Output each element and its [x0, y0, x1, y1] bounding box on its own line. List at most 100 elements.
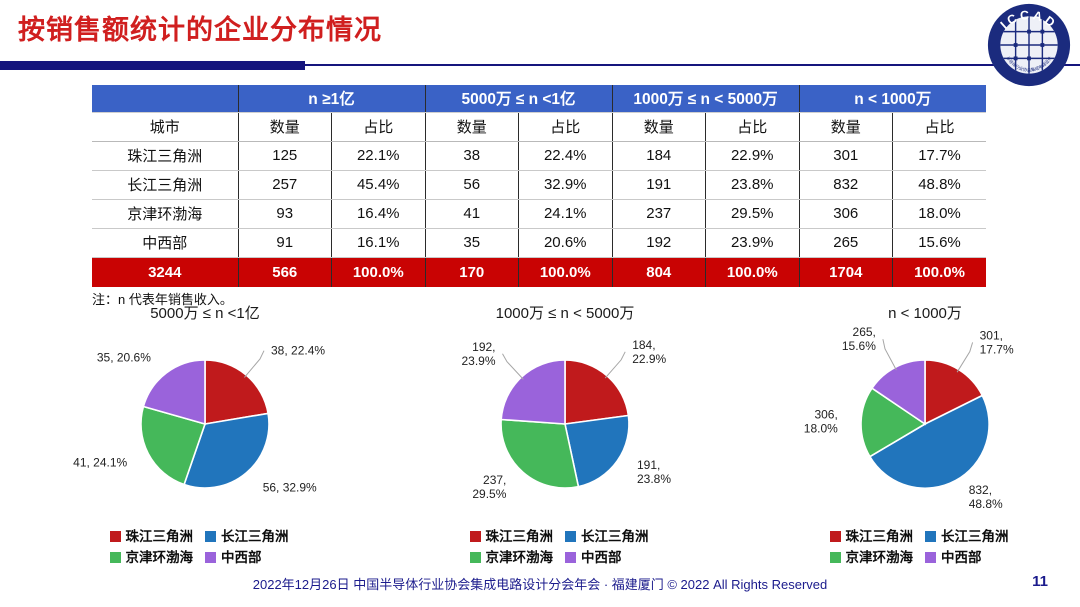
pie-label: 191, 23.8% — [637, 458, 671, 486]
legend-label: 长江三角洲 — [581, 529, 649, 544]
value-cell: 32.9% — [518, 170, 613, 200]
pie-label: 237, 29.5% — [472, 473, 506, 501]
pie-slice-0 — [564, 359, 630, 425]
total-cell: 100.0% — [705, 257, 800, 287]
pie-label: 38, 22.4% — [271, 344, 325, 358]
subheader-ratio: 占比 — [518, 112, 613, 142]
table-row: 中西部 91 16.1% 35 20.6% 192 23.9% 265 15.6% — [92, 228, 986, 258]
value-cell: 301 — [799, 141, 893, 171]
legend-item: 长江三角洲 — [925, 529, 1009, 544]
value-cell: 832 — [799, 170, 893, 200]
city-cell: 长江三角洲 — [92, 170, 239, 200]
legend-item: 中西部 — [925, 550, 982, 565]
value-cell: 22.4% — [518, 141, 613, 171]
pie-slice-3 — [142, 359, 206, 426]
legend-row: 京津环渤海 中西部 — [469, 547, 661, 568]
city-cell: 京津环渤海 — [92, 199, 239, 229]
legend-label: 京津环渤海 — [485, 550, 554, 565]
value-cell: 48.8% — [892, 170, 986, 200]
pie-label: 301, 17.7% — [980, 328, 1014, 356]
pie-label: 265, 15.6% — [842, 325, 876, 353]
chart-legend: 珠江三角洲 长江三角洲京津环渤海 中西部 — [745, 526, 1080, 568]
legend-row: 京津环渤海 中西部 — [829, 547, 1021, 568]
subheader-count: 数量 — [425, 112, 519, 142]
value-cell: 41 — [425, 199, 519, 229]
chart-title: 1000万 ≤ n < 5000万 — [495, 305, 635, 322]
legend-row: 京津环渤海 中西部 — [109, 547, 301, 568]
corner-cell — [92, 85, 239, 113]
legend-label: 珠江三角洲 — [485, 529, 554, 544]
pie-label: 192, 23.9% — [461, 340, 495, 368]
value-cell: 23.9% — [705, 228, 800, 258]
page-number: 11 — [1032, 573, 1048, 590]
col-group-header: n ≥1亿 — [238, 85, 426, 113]
label-leader-line — [882, 339, 897, 371]
subheader-ratio: 占比 — [892, 112, 986, 142]
value-cell: 192 — [612, 228, 706, 258]
value-cell: 23.8% — [705, 170, 800, 200]
subheader-ratio: 占比 — [705, 112, 800, 142]
table-row: 长江三角洲 257 45.4% 56 32.9% 191 23.8% 832 48.8% — [92, 170, 986, 200]
label-leader-line — [244, 350, 265, 378]
total-cell: 804 — [612, 257, 706, 287]
total-cell: 100.0% — [518, 257, 613, 287]
value-cell: 93 — [238, 199, 332, 229]
pie-chart: 301, 17.7% 832, 48.8% 306, 18.0% 265, 15.6% — [804, 325, 1014, 511]
pie-slice-1 — [183, 412, 270, 489]
legend-swatch — [469, 531, 481, 542]
pie-slice-2 — [500, 418, 580, 489]
legend-label: 长江三角洲 — [941, 529, 1009, 544]
pie-label: 832, 48.8% — [969, 483, 1003, 511]
pie-block-5000w-1yi: 5000万 ≤ n <1亿 38, 22.4% 56, 32.9% 41, 24.1… — [25, 304, 385, 568]
total-cell: 566 — [238, 257, 332, 287]
pie-chart: 38, 22.4% 56, 32.9% 41, 24.1% 35, 20.6% — [73, 344, 325, 495]
legend-swatch — [925, 531, 936, 542]
legend-label: 长江三角洲 — [221, 529, 289, 544]
value-cell: 35 — [425, 228, 519, 258]
pie-block-under-1000w: n < 1000万 301, 17.7% 832, 48.8% 306, 18.0% 265… — [745, 304, 1080, 568]
col-group-header: 1000万 ≤ n < 5000万 — [612, 85, 800, 113]
pie-label: 35, 20.6% — [97, 351, 151, 365]
legend-swatch — [925, 552, 936, 563]
chart-legend: 珠江三角洲 长江三角洲京津环渤海 中西部 — [385, 526, 745, 568]
legend-swatch — [109, 552, 121, 563]
legend-swatch — [469, 552, 481, 563]
title-underline-thin — [305, 64, 1080, 66]
pie-label: 56, 32.9% — [263, 481, 317, 495]
total-cell: 170 — [425, 257, 519, 287]
legend-item: 长江三角洲 — [565, 529, 649, 544]
legend-item: 中西部 — [565, 550, 622, 565]
footer-text: 2022年12月26日 中国半导体行业协会集成电路设计分会年会 · 福建厦门 ©… — [252, 577, 828, 592]
legend-label: 中西部 — [941, 550, 982, 565]
pie-slice-1 — [564, 414, 630, 488]
value-cell: 22.9% — [705, 141, 800, 171]
pie-label: 184, 22.9% — [632, 338, 666, 366]
legend-item: 珠江三角洲 — [469, 529, 554, 544]
value-cell: 306 — [799, 199, 893, 229]
total-cell: 100.0% — [331, 257, 426, 287]
city-cell: 珠江三角洲 — [92, 141, 239, 171]
value-cell: 237 — [612, 199, 706, 229]
legend-item: 珠江三角洲 — [109, 529, 193, 544]
legend-item: 长江三角洲 — [205, 529, 289, 544]
value-cell: 45.4% — [331, 170, 426, 200]
legend-label: 珠江三角洲 — [845, 529, 914, 544]
table-row: 珠江三角洲 125 22.1% 38 22.4% 184 22.9% 301 17.7% — [92, 141, 986, 171]
total-cell: 100.0% — [892, 257, 986, 287]
pie-label: 41, 24.1% — [73, 456, 127, 470]
subheader-count: 数量 — [612, 112, 706, 142]
value-cell: 29.5% — [705, 199, 800, 229]
legend-swatch — [565, 531, 576, 542]
legend-row: 珠江三角洲 长江三角洲 — [469, 526, 661, 547]
table-total-row: 3244 566 100.0% 170 100.0% 804 100.0% 1704 100.… — [92, 257, 986, 287]
legend-row: 珠江三角洲 长江三角洲 — [109, 526, 301, 547]
chart-title: n < 1000万 — [888, 305, 962, 322]
legend-swatch — [829, 531, 841, 542]
legend-swatch — [109, 531, 121, 542]
pie-chart: 184, 22.9% 191, 23.8% 237, 29.5% 192, 23.9% — [461, 338, 671, 501]
value-cell: 16.4% — [331, 199, 426, 229]
value-cell: 18.0% — [892, 199, 986, 229]
subheader-count: 数量 — [238, 112, 332, 142]
table-subheader-row: 城市 数量 占比 数量 占比 数量 占比 数量 占比 — [92, 112, 986, 142]
